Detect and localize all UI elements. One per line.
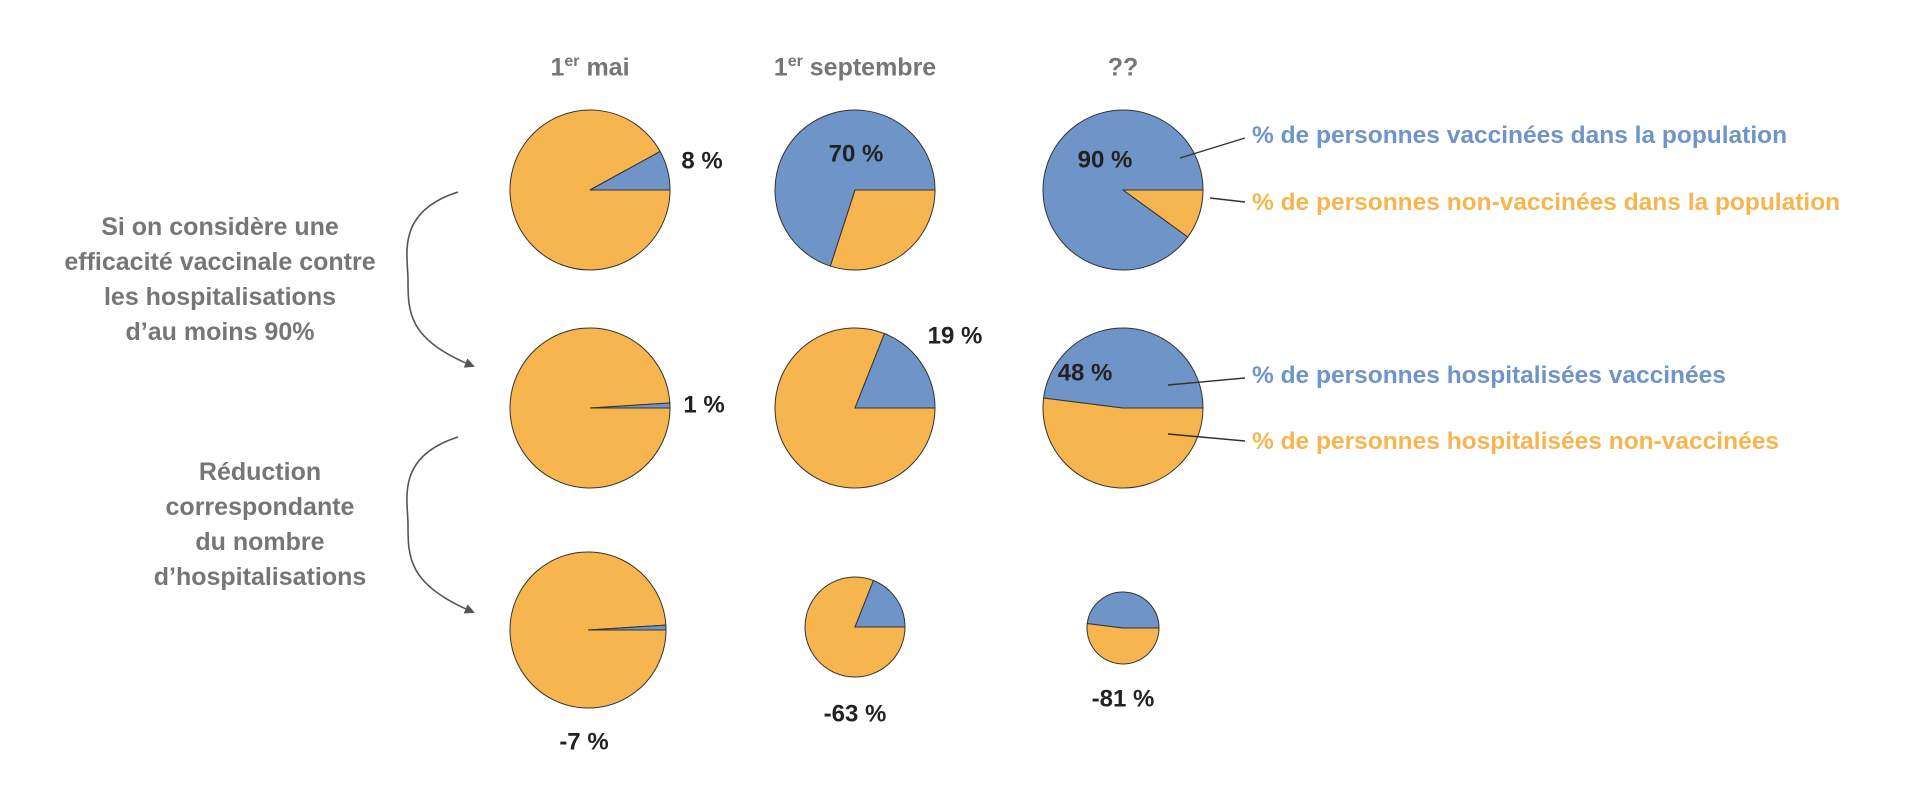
legend-vaccinated-population: % de personnes vaccinées dans la populat… [1252, 122, 1788, 149]
pie-slice-vaccinated-reduction-2 [854, 579, 906, 628]
arrow-reduction [406, 436, 475, 614]
pie-slice-unvaccinated-reduction-3 [1086, 622, 1160, 665]
pie-reduction-1 [509, 551, 667, 709]
legend-vaccinated-hospitalized: % de personnes hospitalisées vaccinées [1252, 362, 1726, 389]
pie-hospitalized-3 [1042, 327, 1204, 489]
pie-slice-vaccinated-population-3 [1042, 109, 1204, 271]
column-heading-may: 1er mai [550, 53, 630, 82]
reduction-label: Réduction correspondante du nombre d’hos… [153, 458, 367, 591]
pie-slice-unvaccinated-population-2 [829, 189, 936, 271]
leader-line-vaccinated-population [1179, 137, 1246, 159]
pie-population-1 [509, 109, 671, 271]
pie-label-population-1: 8 % [681, 147, 722, 174]
efficacy-label: Si on considère une efficacité vaccinale… [64, 213, 376, 346]
legend-unvaccinated-hospitalized: % de personnes hospitalisées non-vacciné… [1252, 428, 1779, 455]
leader-line-vaccinated-hospitalized [1167, 377, 1246, 386]
pie-population-3 [1042, 109, 1204, 271]
arrow-efficacy [406, 191, 475, 368]
pie-label-population-2: 70 % [829, 140, 884, 167]
pie-population-2 [774, 109, 936, 271]
legend-unvaccinated-population: % de personnes non-vaccinées dans la pop… [1252, 189, 1841, 216]
pie-slice-vaccinated-hospitalized-1 [589, 402, 671, 409]
pie-reduction-2 [804, 576, 906, 678]
leader-line-unvaccinated-population [1209, 197, 1246, 203]
pie-reduction-3 [1086, 591, 1160, 665]
column-heading-unknown: ?? [1107, 53, 1139, 82]
column-heading-september: 1er septembre [773, 53, 937, 82]
pie-label-hospitalized-3: 48 % [1058, 359, 1113, 386]
pie-slice-vaccinated-hospitalized-3 [1043, 327, 1204, 409]
pie-label-population-3: 90 % [1078, 146, 1133, 173]
pie-slice-vaccinated-hospitalized-2 [854, 332, 936, 409]
pie-hospitalized-1 [509, 327, 671, 489]
pie-label-reduction-2: -63 % [824, 700, 887, 727]
pie-label-reduction-3: -81 % [1092, 685, 1155, 712]
pie-slice-vaccinated-population-2 [774, 109, 936, 267]
pie-label-hospitalized-2: 19 % [928, 322, 983, 349]
pie-slice-unvaccinated-hospitalized-3 [1042, 397, 1204, 489]
pie-slice-vaccinated-population-1 [589, 150, 671, 191]
pie-label-hospitalized-1: 1 % [683, 391, 724, 418]
pie-label-reduction-1: -7 % [559, 728, 608, 755]
pie-slice-vaccinated-reduction-3 [1086, 591, 1160, 629]
pie-slice-vaccinated-reduction-1 [587, 624, 667, 631]
leader-line-unvaccinated-hospitalized [1167, 433, 1246, 442]
pie-hospitalized-2 [774, 327, 936, 489]
